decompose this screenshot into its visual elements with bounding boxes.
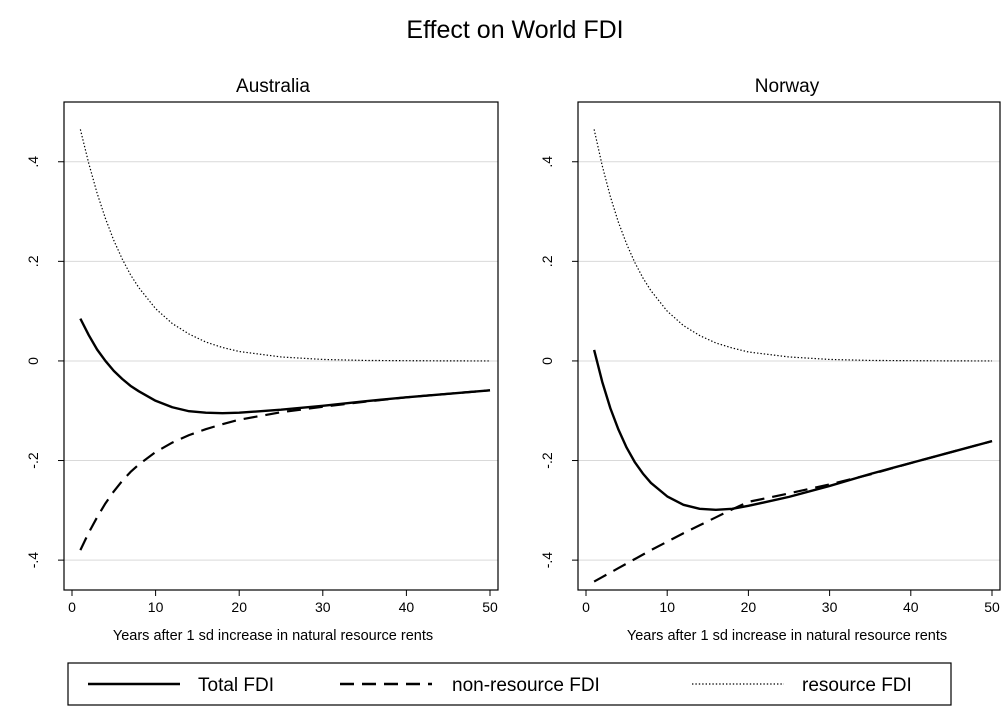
panel-australia: Australia -.4 -.2 0 .2 .4 0 10 20 30 40 50 Years a… xyxy=(25,76,499,644)
y-tick-label-norway-0: -.4 xyxy=(539,552,555,569)
plot-area-norway: -.4 -.2 0 .2 .4 0 10 20 30 40 50 xyxy=(539,101,1001,615)
legend-item-resource-fdi: resource FDI xyxy=(692,675,912,696)
y-tick-label-australia-3: .2 xyxy=(25,255,41,267)
y-tick-label-australia-1: -.2 xyxy=(25,452,41,469)
y-tick-label-australia-4: .4 xyxy=(25,156,41,168)
legend-box xyxy=(67,662,952,706)
x-tick-label-australia-0: 0 xyxy=(68,599,76,615)
figure-title: Effect on World FDI xyxy=(406,16,623,44)
series-line-australia-non-resource-fdi xyxy=(79,389,491,551)
series-line-norway-non-resource-fdi xyxy=(593,440,993,583)
legend: Total FDI non-resource FDI resource FDI xyxy=(67,662,952,706)
plot-frame-norway xyxy=(577,101,1001,591)
legend-label-resource-fdi: resource FDI xyxy=(802,675,912,696)
y-tick-label-norway-1: -.2 xyxy=(539,452,555,469)
x-tick-label-norway-2: 20 xyxy=(741,599,757,615)
plot-frame-australia xyxy=(63,101,499,591)
panel-title-australia: Australia xyxy=(236,76,310,97)
legend-item-non-resource-fdi: non-resource FDI xyxy=(340,675,600,696)
y-tick-label-australia-2: 0 xyxy=(25,357,41,365)
x-tick-label-norway-3: 30 xyxy=(822,599,838,615)
series-line-norway-resource-fdi xyxy=(593,129,993,362)
y-tick-label-norway-2: 0 xyxy=(539,357,555,365)
x-tick-label-australia-5: 50 xyxy=(482,599,498,615)
x-tick-label-australia-2: 20 xyxy=(231,599,247,615)
x-axis-label-norway: Years after 1 sd increase in natural res… xyxy=(627,628,947,644)
series-line-australia-resource-fdi xyxy=(79,129,491,362)
legend-item-total-fdi: Total FDI xyxy=(88,675,274,696)
y-tick-label-australia-0: -.4 xyxy=(25,552,41,569)
panel-title-norway: Norway xyxy=(755,76,820,97)
x-tick-label-norway-5: 50 xyxy=(984,599,1000,615)
legend-label-non-resource-fdi: non-resource FDI xyxy=(452,675,600,696)
x-tick-label-australia-1: 10 xyxy=(148,599,164,615)
plot-area-australia: -.4 -.2 0 .2 .4 0 10 20 30 40 50 xyxy=(25,101,499,615)
x-axis-label-australia: Years after 1 sd increase in natural res… xyxy=(113,628,433,644)
x-tick-label-australia-4: 40 xyxy=(399,599,415,615)
x-tick-label-norway-0: 0 xyxy=(582,599,590,615)
legend-label-total-fdi: Total FDI xyxy=(198,675,274,696)
x-tick-label-norway-4: 40 xyxy=(903,599,919,615)
y-tick-label-norway-3: .2 xyxy=(539,255,555,267)
x-tick-label-australia-3: 30 xyxy=(315,599,331,615)
x-tick-label-norway-1: 10 xyxy=(659,599,675,615)
y-tick-label-norway-4: .4 xyxy=(539,156,555,168)
panel-norway: Norway -.4 -.2 0 .2 .4 0 10 20 30 40 50 Years afte… xyxy=(539,76,1001,644)
